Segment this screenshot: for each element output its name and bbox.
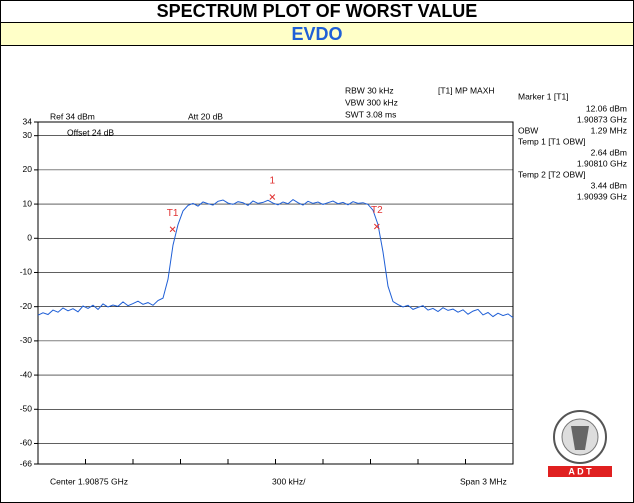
- offset-label: Offset 24 dB: [67, 127, 114, 137]
- temp1-title: Temp 1 [T1 OBW]: [518, 136, 586, 146]
- y-tick-label: 10: [23, 198, 33, 208]
- y-tick-label: -30: [20, 335, 33, 345]
- y-tick-label: 34: [23, 116, 33, 126]
- y-tick-label: -20: [20, 301, 33, 311]
- trace: [37, 198, 514, 319]
- marker-value: 12.06 dBm: [586, 103, 627, 113]
- vbw-label: VBW 300 kHz: [345, 97, 398, 107]
- obw-label: OBW: [518, 125, 538, 135]
- ref-label: Ref 34 dBm: [50, 111, 95, 121]
- y-tick-label: -10: [20, 267, 33, 277]
- temp1-freq: 1.90810 GHz: [577, 158, 627, 168]
- temp2-title: Temp 2 [T2 OBW]: [518, 169, 586, 179]
- y-tick-label: -66: [20, 458, 33, 468]
- marker: [373, 223, 380, 230]
- marker: [169, 226, 176, 233]
- span-label: Span 3 MHz: [460, 476, 507, 486]
- y-tick-label: 0: [27, 233, 32, 243]
- marker-title: Marker 1 [T1]: [518, 91, 569, 101]
- temp2-freq: 1.90939 GHz: [577, 191, 627, 201]
- temp1-value: 2.64 dBm: [591, 147, 627, 157]
- att-label: Att 20 dB: [188, 111, 223, 121]
- temp2-value: 3.44 dBm: [591, 180, 627, 190]
- marker-label: T1: [167, 208, 179, 219]
- logo-text: A D T: [568, 466, 592, 476]
- y-tick-label: 30: [23, 130, 33, 140]
- rbw-label: RBW 30 kHz: [345, 85, 394, 95]
- marker-freq: 1.90873 GHz: [577, 114, 627, 124]
- y-tick-label: -60: [20, 438, 33, 448]
- div-label: 300 kHz/: [272, 476, 306, 486]
- logo: A D T: [548, 410, 612, 477]
- y-tick-label: -50: [20, 404, 33, 414]
- y-tick-label: -40: [20, 369, 33, 379]
- y-tick-label: 20: [23, 164, 33, 174]
- chart-title: SPECTRUM PLOT OF WORST VALUE: [157, 1, 478, 21]
- marker-label: T2: [371, 205, 383, 216]
- swt-label: SWT 3.08 ms: [345, 109, 396, 119]
- trace-label: [T1] MP MAXH: [438, 85, 495, 95]
- marker-label: 1: [270, 176, 276, 187]
- chart-subtitle: EVDO: [291, 24, 342, 44]
- obw-value: 1.29 MHz: [591, 125, 627, 135]
- marker: [269, 194, 276, 200]
- center-label: Center 1.90875 GHz: [50, 476, 128, 486]
